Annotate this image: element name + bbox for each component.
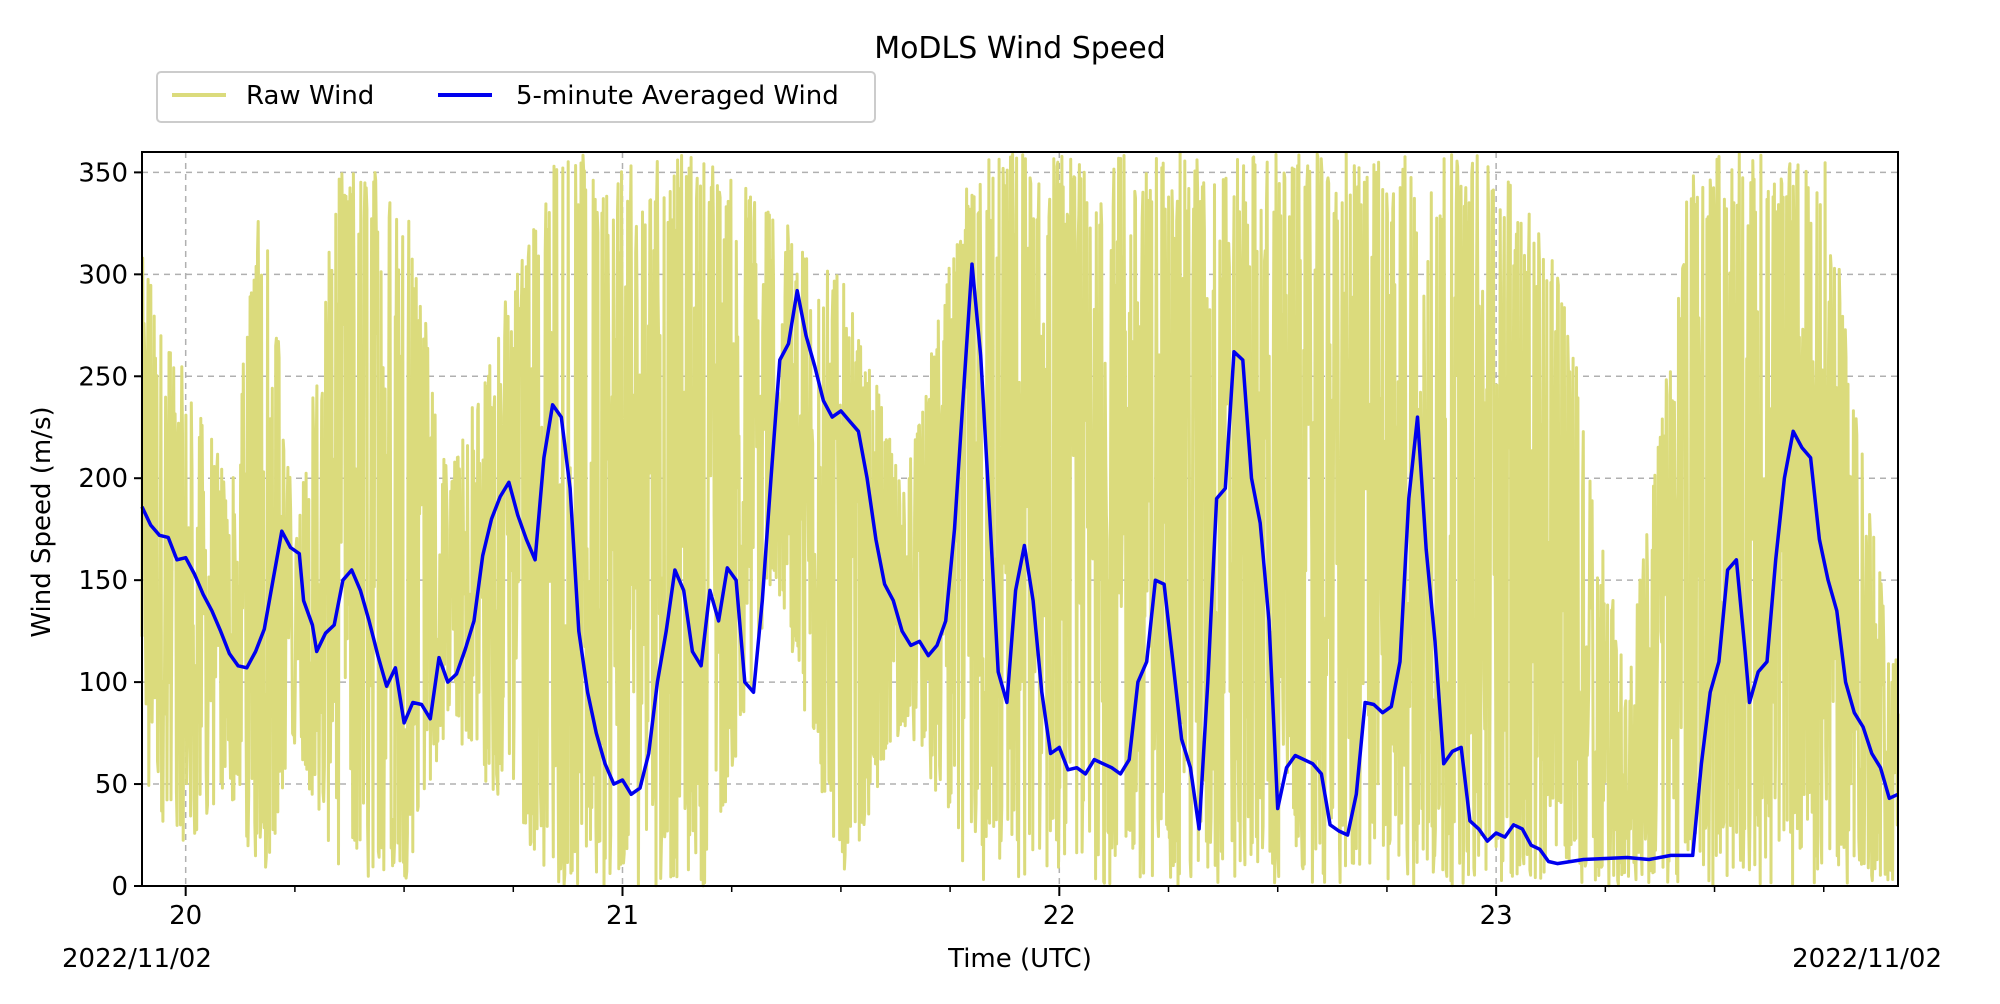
- x-tick-label: 22: [1043, 901, 1076, 931]
- axes-layer: 0 50 100 150 200 250 300 350 20 21 22 23: [78, 151, 1899, 931]
- x-tick-label: 21: [606, 901, 639, 931]
- legend-raw-label: Raw Wind: [246, 81, 374, 111]
- legend: Raw Wind 5-minute Averaged Wind: [156, 71, 876, 123]
- x-tick-label: 20: [169, 901, 202, 931]
- raw-wind-series: [140, 150, 1900, 888]
- y-tick-label: 350: [78, 158, 128, 188]
- y-tick-label: 0: [111, 872, 128, 902]
- plot-frame: [141, 151, 1899, 887]
- x-axis-label: Time (UTC): [947, 944, 1092, 974]
- y-tick-label: 200: [78, 464, 128, 494]
- averaged-wind-line: [140, 262, 1899, 866]
- y-axis-label: Wind Speed (m/s): [27, 406, 57, 637]
- legend-box: [156, 71, 876, 123]
- y-tick-label: 250: [78, 362, 128, 392]
- y-tick-label: 150: [78, 566, 128, 596]
- date-label-left: 2022/11/02: [62, 944, 212, 974]
- x-tick-label: 23: [1480, 901, 1513, 931]
- raw-wind-line: [140, 150, 1900, 888]
- averaged-wind-series: [140, 262, 1899, 866]
- legend-avg-label: 5-minute Averaged Wind: [516, 81, 839, 111]
- y-tick-label: 300: [78, 260, 128, 290]
- date-label-right: 2022/11/02: [1792, 944, 1942, 974]
- chart-title: MoDLS Wind Speed: [874, 31, 1166, 66]
- y-tick-label: 100: [78, 668, 128, 698]
- y-tick-label: 50: [95, 770, 128, 800]
